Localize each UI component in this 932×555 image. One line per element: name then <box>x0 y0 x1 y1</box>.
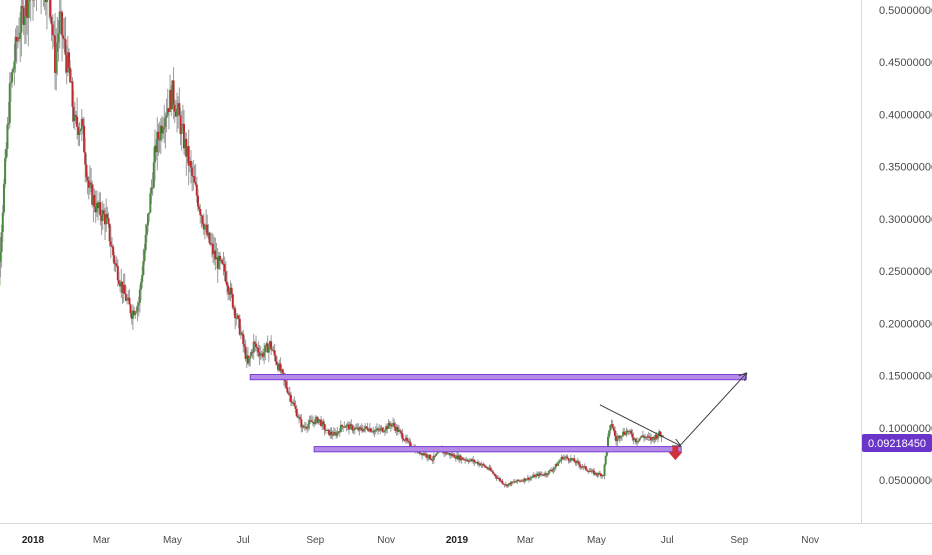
candle-body <box>282 369 284 373</box>
candle-body <box>46 0 48 2</box>
price-tick-label: 0.35000000 <box>879 162 932 174</box>
date-tick-label: 2018 <box>22 535 45 546</box>
price-tick-label: 0.50000000 <box>879 5 932 17</box>
date-tick-label: May <box>163 535 182 546</box>
price-tick-label: 0.05000000 <box>879 475 932 487</box>
price-tick-label: 0.10000000 <box>879 423 932 435</box>
date-tick-label: Sep <box>730 535 748 546</box>
candle-body <box>4 158 6 184</box>
last-price-tag: 0.09218450 <box>862 434 932 452</box>
date-tick-label: May <box>587 535 606 546</box>
price-tick-label: 0.20000000 <box>879 318 932 330</box>
date-tick-label: Jul <box>237 535 250 546</box>
candle-body <box>426 454 428 457</box>
support-zone <box>314 447 681 452</box>
price-tick-label: 0.25000000 <box>879 266 932 278</box>
price-tick-label: 0.15000000 <box>879 371 932 383</box>
price-tick-label: 0.30000000 <box>879 214 932 226</box>
date-tick-label: Jul <box>661 535 674 546</box>
candle-body <box>49 0 51 17</box>
date-tick-label: Mar <box>93 535 111 546</box>
last-price-label: 0.09218450 <box>868 438 926 450</box>
candle-body <box>436 453 438 454</box>
candle-body <box>108 218 110 224</box>
date-tick-label: Nov <box>801 535 819 546</box>
resistance-zone <box>250 375 746 380</box>
date-tick-label: Mar <box>517 535 535 546</box>
date-tick-label: 2019 <box>446 535 469 546</box>
price-tick-label: 0.40000000 <box>879 109 932 121</box>
date-tick-label: Nov <box>377 535 395 546</box>
candle-body <box>11 72 13 82</box>
date-tick-label: Sep <box>306 535 324 546</box>
price-tick-label: 0.45000000 <box>879 57 932 69</box>
candle-body <box>290 395 292 402</box>
